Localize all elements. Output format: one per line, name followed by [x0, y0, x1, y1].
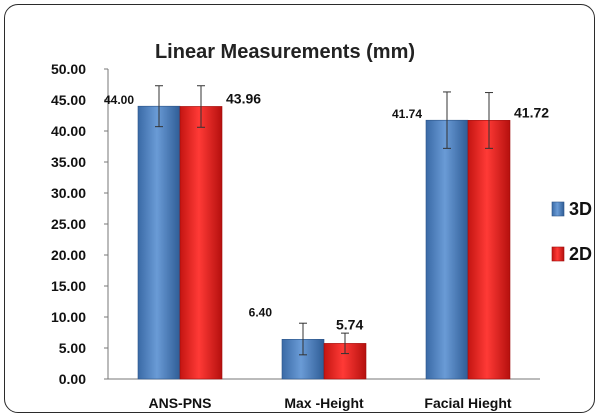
data-label-3d: 44.00	[104, 93, 134, 107]
error-bars	[155, 85, 493, 356]
x-tick-label: ANS-PNS	[148, 395, 211, 411]
data-label-2d: 41.72	[514, 104, 549, 120]
y-tick-label: 50.00	[51, 61, 86, 77]
y-tick-label: 20.00	[51, 247, 86, 263]
bar-2d-1	[179, 106, 223, 380]
data-label-3d: 41.74	[392, 107, 422, 121]
legend-label-3d: 3D	[569, 199, 592, 219]
data-label-2d: 5.74	[336, 316, 363, 332]
y-tick-label: 45.00	[51, 92, 86, 108]
y-tick-label: 15.00	[51, 278, 86, 294]
y-tick-label: 0.00	[59, 371, 86, 387]
bar-3d-1	[137, 105, 181, 380]
bar-2d-3	[467, 120, 511, 380]
y-tick-label: 30.00	[51, 185, 86, 201]
y-tick-label: 40.00	[51, 123, 86, 139]
x-tick-label: Max -Height	[284, 395, 364, 411]
data-label-2d: 43.96	[226, 90, 261, 106]
x-axis-labels: ANS-PNS Max -Height Facial Hieght	[148, 395, 511, 411]
legend-label-2d: 2D	[569, 244, 592, 264]
bar-3d-3	[425, 119, 469, 380]
y-tick-label: 10.00	[51, 309, 86, 325]
legend: 3D 2D	[551, 199, 592, 264]
y-tick-label: 25.00	[51, 216, 86, 232]
data-label-3d: 6.40	[249, 305, 273, 319]
y-tick-label: 35.00	[51, 154, 86, 170]
data-labels: 44.00 43.96 6.40 5.74 41.74 41.72	[104, 90, 549, 332]
bar-3d-2	[281, 339, 325, 380]
bars	[137, 105, 511, 380]
x-tick-label: Facial Hieght	[424, 395, 511, 411]
legend-swatch-2d	[551, 246, 565, 262]
legend-swatch-3d	[551, 201, 565, 217]
y-axis-ticks: 0.00 5.00 10.00 15.00 20.00 25.00 30.00 35.00 40…	[51, 61, 108, 387]
chart-title: Linear Measurements (mm)	[155, 41, 415, 63]
y-tick-label: 5.00	[59, 340, 86, 356]
